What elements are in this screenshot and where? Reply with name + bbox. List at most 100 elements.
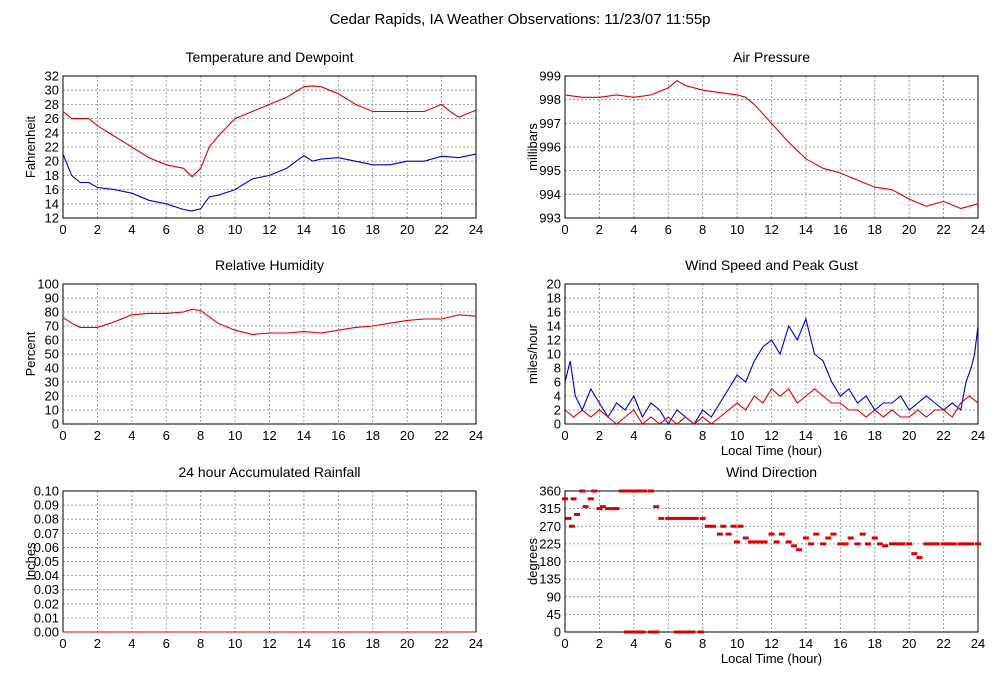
winddir-point [945, 542, 952, 546]
rain-xtick-label: 12 [262, 636, 276, 651]
rh-ytick-label: 20 [45, 389, 59, 404]
rain-ytick-label: 0.05 [34, 554, 59, 569]
winddir-xtick-label: 12 [764, 636, 778, 651]
pressure-xtick-label: 10 [730, 222, 744, 237]
wind-ytick-label: 0 [554, 417, 561, 432]
temp-ytick-label: 16 [45, 182, 59, 197]
rh-ytick-label: 80 [45, 305, 59, 320]
temp-series-line [62, 153, 477, 212]
rain-ytick-label: 0.08 [34, 512, 59, 527]
wind-panel: Wind Speed and Peak Gust0246810121416182… [525, 257, 985, 458]
winddir-point [854, 542, 861, 546]
winddir-point [568, 524, 575, 528]
winddir-point [975, 542, 981, 546]
winddir-point [820, 542, 827, 546]
winddir-point [751, 540, 758, 544]
winddir-point [962, 542, 969, 546]
pressure-frame [564, 75, 979, 219]
winddir-point [623, 630, 630, 634]
rh-ylabel: Percent [23, 331, 38, 376]
pressure-xtick-label: 18 [868, 222, 882, 237]
rh-panel: Relative Humidity01020304050607080901000… [23, 257, 483, 443]
winddir-point [570, 497, 577, 501]
wind-series-line [564, 317, 979, 426]
temp-xtick-label: 12 [262, 222, 276, 237]
winddir-point [562, 497, 568, 501]
winddir-point [725, 532, 732, 536]
wind-ytick-label: 14 [547, 319, 561, 334]
pressure-series-line [564, 80, 979, 210]
wind-xtick-label: 8 [699, 428, 706, 443]
rain-ytick-label: 0.09 [34, 498, 59, 513]
rh-ytick-label: 70 [45, 319, 59, 334]
rh-xtick-label: 4 [128, 428, 135, 443]
winddir-point [928, 542, 935, 546]
wind-xtick-label: 18 [868, 428, 882, 443]
winddir-point [864, 542, 871, 546]
wind-xtick-label: 16 [833, 428, 847, 443]
wind-ytick-label: 4 [554, 389, 561, 404]
winddir-point [802, 536, 809, 540]
winddir-point [634, 630, 641, 634]
temp-ytick-label: 12 [45, 211, 59, 226]
winddir-point [796, 548, 803, 552]
rh-frame [62, 283, 477, 425]
rain-ytick-label: 0.01 [34, 610, 59, 625]
winddir-point [916, 556, 923, 560]
rain-xtick-label: 20 [400, 636, 414, 651]
winddir-xtick-label: 2 [596, 636, 603, 651]
winddir-xtick-label: 16 [833, 636, 847, 651]
rh-ytick-label: 90 [45, 291, 59, 306]
winddir-point [687, 516, 694, 520]
winddir-point [957, 542, 964, 546]
winddir-point [673, 630, 680, 634]
pressure-xtick-label: 22 [936, 222, 950, 237]
winddir-point [682, 516, 689, 520]
winddir-point [906, 542, 913, 546]
rain-title: 24 hour Accumulated Rainfall [178, 464, 360, 480]
pressure-xtick-label: 24 [971, 222, 985, 237]
winddir-point [876, 542, 883, 546]
winddir-point [587, 497, 594, 501]
temp-xtick-label: 24 [469, 222, 483, 237]
winddir-point [778, 532, 785, 536]
rain-panel: 24 hour Accumulated Rainfall 0.000.010.02… [23, 464, 483, 651]
rain-ytick-label: 0.06 [34, 540, 59, 555]
winddir-point [716, 532, 723, 536]
rh-xtick-label: 6 [163, 428, 170, 443]
winddir-ytick-label: 225 [539, 536, 561, 551]
wind-xtick-label: 0 [561, 428, 568, 443]
winddir-point [670, 516, 677, 520]
winddir-point [639, 630, 646, 634]
wind-xlabel: Local Time (hour) [721, 443, 822, 458]
winddir-point [847, 536, 854, 540]
winddir-point [665, 516, 672, 520]
winddir-point [768, 532, 775, 536]
winddir-xtick-label: 24 [971, 636, 985, 651]
temp-xtick-label: 8 [197, 222, 204, 237]
winddir-point [596, 507, 603, 511]
wind-xtick-label: 20 [902, 428, 916, 443]
temp-xtick-label: 16 [331, 222, 345, 237]
wind-xtick-label: 10 [730, 428, 744, 443]
winddir-point [641, 489, 648, 493]
winddir-point [579, 489, 586, 493]
pressure-ytick-label: 999 [539, 69, 561, 84]
temp-ytick-label: 14 [45, 196, 59, 211]
wind-xtick-label: 12 [764, 428, 778, 443]
wind-xtick-label: 2 [596, 428, 603, 443]
winddir-point [699, 516, 706, 520]
rain-ytick-label: 0.03 [34, 582, 59, 597]
rh-xtick-label: 0 [59, 428, 66, 443]
pressure-ytick-label: 994 [539, 187, 561, 202]
temp-ytick-label: 32 [45, 69, 59, 84]
winddir-ytick-label: 45 [547, 607, 561, 622]
temp-xtick-label: 14 [297, 222, 311, 237]
winddir-point [684, 630, 691, 634]
winddir-point [894, 542, 901, 546]
rain-xtick-label: 2 [94, 636, 101, 651]
winddir-point [825, 536, 832, 540]
rh-xtick-label: 24 [469, 428, 483, 443]
rain-xtick-label: 0 [59, 636, 66, 651]
temp-ylabel: Fahrenheit [23, 116, 38, 179]
